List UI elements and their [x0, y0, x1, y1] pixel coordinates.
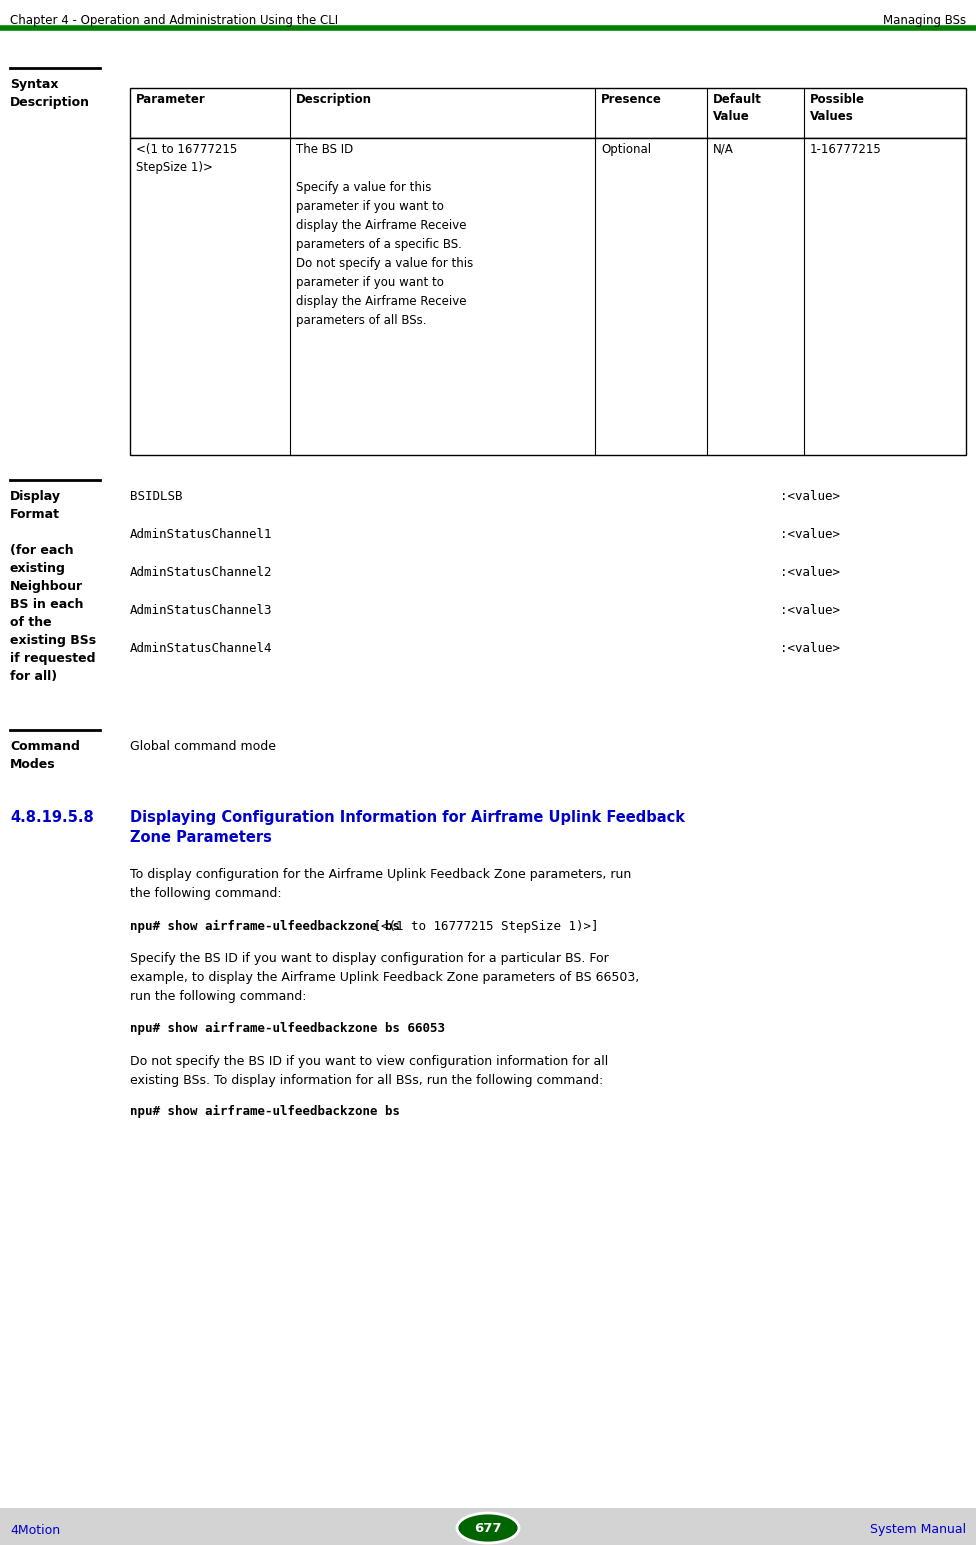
Text: Displaying Configuration Information for Airframe Uplink Feedback
Zone Parameter: Displaying Configuration Information for… — [130, 810, 685, 845]
Ellipse shape — [457, 1513, 519, 1543]
Text: Description: Description — [296, 93, 372, 107]
Text: BSIDLSB: BSIDLSB — [130, 490, 183, 504]
Text: npu# show airframe-ulfeedbackzone bs: npu# show airframe-ulfeedbackzone bs — [130, 919, 400, 933]
Text: 1-16777215: 1-16777215 — [810, 144, 881, 156]
Text: 4.8.19.5.8: 4.8.19.5.8 — [10, 810, 94, 825]
Text: Do not specify the BS ID if you want to view configuration information for all
e: Do not specify the BS ID if you want to … — [130, 1055, 608, 1088]
Text: :<value>: :<value> — [780, 565, 840, 579]
Text: :<value>: :<value> — [780, 490, 840, 504]
Text: :<value>: :<value> — [780, 604, 840, 616]
Bar — [130, 88, 966, 138]
Text: <(1 to 16777215
StepSize 1)>: <(1 to 16777215 StepSize 1)> — [136, 144, 237, 175]
Text: npu# show airframe-ulfeedbackzone bs 66053: npu# show airframe-ulfeedbackzone bs 660… — [130, 1021, 445, 1035]
Text: npu# show airframe-ulfeedbackzone bs: npu# show airframe-ulfeedbackzone bs — [130, 1105, 400, 1119]
Bar — [130, 138, 966, 454]
Text: Chapter 4 - Operation and Administration Using the CLI: Chapter 4 - Operation and Administration… — [10, 14, 338, 26]
Text: Syntax
Description: Syntax Description — [10, 77, 90, 110]
Text: :<value>: :<value> — [780, 528, 840, 541]
Text: To display configuration for the Airframe Uplink Feedback Zone parameters, run
t: To display configuration for the Airfram… — [130, 868, 631, 901]
Bar — [0, 1508, 976, 1545]
Text: Specify the BS ID if you want to display configuration for a particular BS. For
: Specify the BS ID if you want to display… — [130, 952, 639, 1003]
Text: 677: 677 — [474, 1522, 502, 1534]
Text: System Manual: System Manual — [870, 1523, 966, 1536]
Text: AdminStatusChannel4: AdminStatusChannel4 — [130, 643, 272, 655]
Text: N/A: N/A — [713, 144, 734, 156]
Text: [<(1 to 16777215 StepSize 1)>]: [<(1 to 16777215 StepSize 1)>] — [366, 919, 598, 933]
Text: 4Motion: 4Motion — [10, 1523, 61, 1536]
Text: Parameter: Parameter — [136, 93, 206, 107]
Text: Managing BSs: Managing BSs — [883, 14, 966, 26]
Text: :<value>: :<value> — [780, 643, 840, 655]
Text: Possible
Values: Possible Values — [810, 93, 865, 124]
Text: Default
Value: Default Value — [713, 93, 762, 124]
Text: Presence: Presence — [601, 93, 662, 107]
Text: Optional: Optional — [601, 144, 651, 156]
Text: AdminStatusChannel2: AdminStatusChannel2 — [130, 565, 272, 579]
Text: AdminStatusChannel1: AdminStatusChannel1 — [130, 528, 272, 541]
Text: AdminStatusChannel3: AdminStatusChannel3 — [130, 604, 272, 616]
Text: Display
Format

(for each
existing
Neighbour
BS in each
of the
existing BSs
if r: Display Format (for each existing Neighb… — [10, 490, 96, 683]
Text: The BS ID

Specify a value for this
parameter if you want to
display the Airfram: The BS ID Specify a value for this param… — [296, 144, 473, 328]
Text: Command
Modes: Command Modes — [10, 740, 80, 771]
Text: Global command mode: Global command mode — [130, 740, 276, 752]
